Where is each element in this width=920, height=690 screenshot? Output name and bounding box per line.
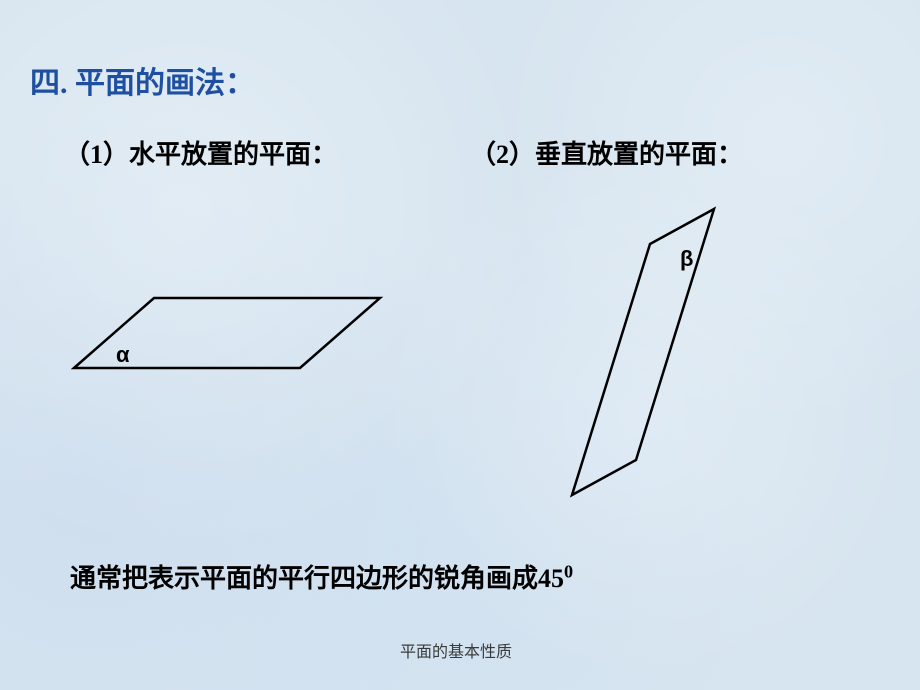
footnote-super: 0 <box>564 561 573 581</box>
page-caption: 平面的基本性质 <box>400 638 512 662</box>
beta-label: β <box>680 246 693 272</box>
footnote-text: 通常把表示平面的平行四边形的锐角画成450 <box>70 558 573 595</box>
footnote-prefix: 通常把表示平面的平行四边形的锐角画成45 <box>70 564 564 593</box>
